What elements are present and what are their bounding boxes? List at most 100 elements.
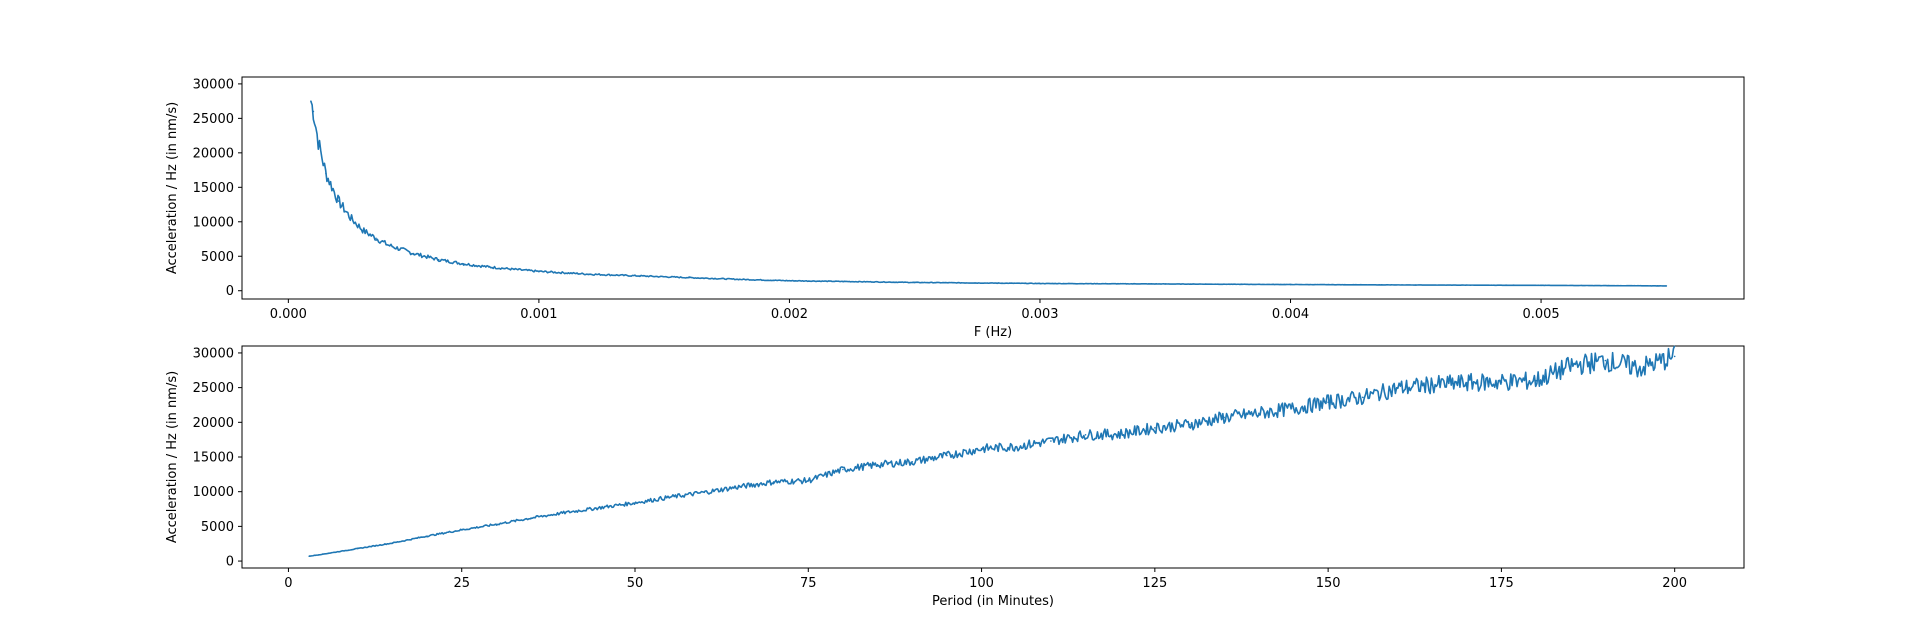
- freq-data-point: [387, 244, 390, 247]
- period-data-point: [1188, 423, 1191, 426]
- period-data-point: [980, 447, 983, 450]
- period-data-point: [842, 468, 844, 471]
- freq-data-point: [588, 273, 590, 275]
- period-data-point: [1673, 355, 1676, 358]
- period-data-point: [322, 553, 324, 555]
- period-data-point: [308, 555, 311, 558]
- period-data-point: [1292, 407, 1295, 410]
- freq-data-point: [638, 275, 640, 277]
- period-data-point: [634, 501, 636, 504]
- period-data-point: [1223, 416, 1225, 419]
- period-data-point: [807, 479, 810, 482]
- period-xtick-label: 175: [1489, 576, 1514, 591]
- period-ytick-label: 15000: [193, 451, 234, 466]
- freq-data-point: [1164, 283, 1167, 285]
- period-data-point: [1119, 433, 1121, 435]
- period-plot: 0 5000 10000 15000 20000 25000 30000 0 25 50 75 100…: [165, 345, 1745, 609]
- period-ytick-label: 10000: [193, 485, 234, 500]
- period-xtick-label: 75: [800, 576, 817, 591]
- freq-xtick-label: 0.000: [270, 307, 307, 322]
- freq-data-point: [310, 100, 312, 102]
- period-data-point: [703, 491, 706, 494]
- freq-ytick-label: 10000: [193, 215, 234, 230]
- freq-data-point: [350, 217, 352, 220]
- freq-data-point: [487, 266, 490, 268]
- period-xtick-label: 150: [1316, 576, 1341, 591]
- freq-ytick-label: 30000: [193, 77, 234, 92]
- period-series-line: [309, 345, 1676, 557]
- freq-data-point: [913, 281, 916, 284]
- freq-data-point: [325, 172, 327, 175]
- period-data-point: [564, 511, 567, 514]
- freq-xtick-label: 0.005: [1522, 307, 1559, 322]
- period-data-point: [1015, 445, 1018, 448]
- freq-data-point: [1289, 283, 1292, 286]
- period-data-point: [1084, 434, 1087, 436]
- freq-data-point: [362, 229, 365, 232]
- period-data-point: [1500, 381, 1503, 383]
- freq-xtick-label: 0.003: [1021, 307, 1058, 322]
- period-ytick-label: 30000: [193, 346, 234, 361]
- freq-axes-frame: [241, 76, 1745, 300]
- freq-xtick-label: 0.001: [520, 307, 557, 322]
- period-ytick-label: 0: [226, 555, 234, 570]
- freq-data-point: [1039, 282, 1041, 285]
- period-ytick-label: 25000: [193, 381, 234, 396]
- period-data-point: [356, 547, 359, 550]
- freq-data-point: [538, 270, 540, 273]
- period-data-point: [530, 517, 532, 519]
- period-data-point: [1050, 440, 1052, 442]
- period-data-point: [426, 535, 428, 537]
- period-xtick-label: 0: [284, 576, 292, 591]
- freq-data-point: [462, 263, 465, 265]
- period-data-point: [946, 454, 948, 457]
- freq-xtick-label: 0.002: [771, 307, 808, 322]
- freq-ytick-label: 5000: [201, 250, 234, 265]
- freq-ytick-label: 0: [226, 284, 234, 299]
- period-data-point: [1361, 396, 1364, 399]
- freq-xtick-label: 0.004: [1272, 307, 1309, 322]
- period-xtick-label: 125: [1142, 576, 1167, 591]
- period-xlabel: Period (in Minutes): [932, 594, 1054, 609]
- period-data-point: [876, 463, 879, 466]
- freq-ylabel: Acceleration / Hz (in nm/s): [165, 102, 180, 274]
- period-xtick-label: 100: [969, 576, 994, 591]
- freq-data-point: [375, 237, 377, 240]
- period-data-point: [911, 461, 914, 463]
- period-data-point: [1396, 387, 1399, 390]
- freq-ytick-label: 25000: [193, 112, 234, 127]
- freq-ytick-label: 15000: [193, 181, 234, 196]
- period-xtick-label: 25: [453, 576, 470, 591]
- period-ytick-label: 20000: [193, 416, 234, 431]
- period-xtick-label: 50: [627, 576, 644, 591]
- period-data-point: [1154, 427, 1156, 429]
- period-data-point: [1569, 365, 1572, 367]
- freq-data-point: [1540, 284, 1542, 287]
- period-data-point: [668, 496, 671, 499]
- period-data-point: [1431, 384, 1433, 386]
- freq-data-point: [1665, 285, 1668, 287]
- freq-data-point: [312, 110, 315, 113]
- period-data-point: [1258, 412, 1260, 415]
- freq-xlabel: F (Hz): [974, 325, 1012, 340]
- period-ytick-label: 5000: [201, 520, 234, 535]
- freq-data-point: [317, 141, 320, 144]
- period-data-point: [772, 481, 775, 483]
- freq-data-point: [513, 268, 515, 271]
- period-data-point: [1327, 401, 1329, 403]
- period-data-point: [1465, 381, 1468, 384]
- period-data-point: [391, 542, 394, 544]
- freq-series-line: [310, 101, 1667, 287]
- freq-data-point: [738, 278, 741, 281]
- freq-data-point: [1414, 284, 1417, 286]
- period-data-point: [495, 523, 498, 526]
- period-data-point: [1604, 359, 1607, 362]
- freq-data-point: [337, 200, 340, 202]
- period-data-point: [738, 486, 740, 488]
- freq-data-point: [788, 279, 791, 282]
- freq-data-point: [437, 258, 440, 261]
- freq-data-point: [688, 276, 691, 279]
- period-xtick-label: 200: [1662, 576, 1687, 591]
